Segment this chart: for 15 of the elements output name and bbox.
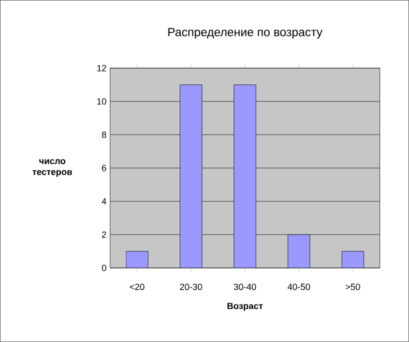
y-tick-label: 6 <box>102 164 106 172</box>
x-tick-label: 40-50 <box>288 284 310 290</box>
x-tick-label: 20-30 <box>180 284 202 290</box>
y-tick-label: 4 <box>102 198 106 204</box>
y-tick-label: 12 <box>97 64 106 72</box>
y-tick-label: 2 <box>102 231 106 238</box>
y-tick-label: 8 <box>102 132 106 138</box>
y-tick-label: 0 <box>102 264 106 272</box>
x-axis-title: Возраст <box>228 302 263 311</box>
x-tick-label: <20 <box>130 284 144 290</box>
x-tick-label: 30-40 <box>234 284 256 290</box>
x-tick-label: >50 <box>346 284 360 290</box>
y-tick-label: 10 <box>97 98 106 105</box>
chart-title: Распределение по возрасту <box>168 28 322 39</box>
y-axis-title: число тестеров <box>32 159 72 177</box>
